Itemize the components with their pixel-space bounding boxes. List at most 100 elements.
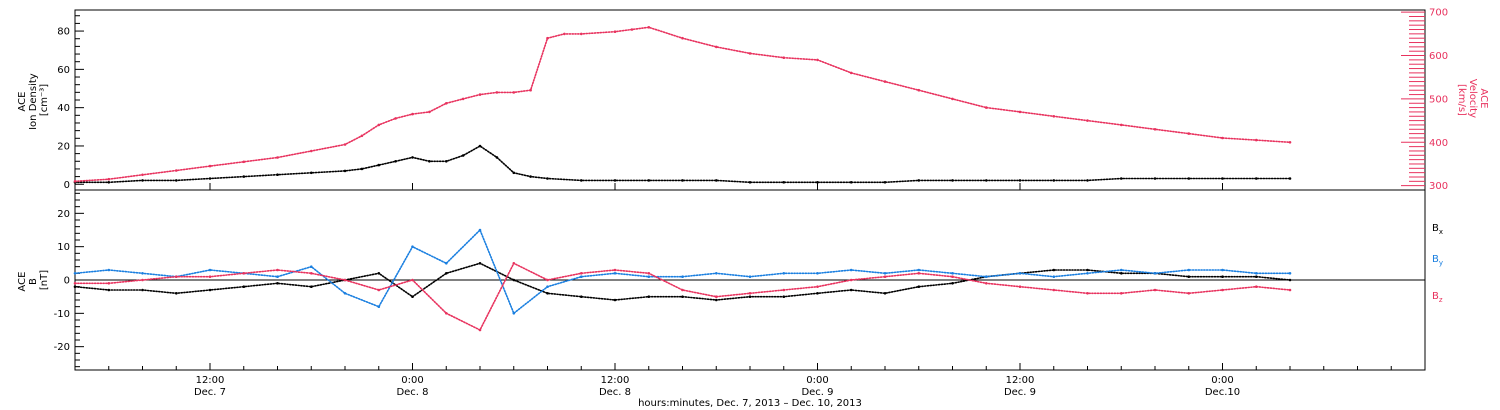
velocity-point <box>411 112 414 116</box>
by-point <box>681 275 684 279</box>
by-point <box>546 285 549 289</box>
velocity-point <box>394 117 397 120</box>
legend-bz-sub: z <box>1439 296 1443 304</box>
density-point <box>428 160 431 163</box>
velocity-point <box>816 58 819 62</box>
bx-point <box>580 295 583 299</box>
velocity-point <box>343 143 347 146</box>
bz-point <box>73 282 77 285</box>
by-point <box>951 272 954 275</box>
bx-point <box>512 278 516 282</box>
density-point <box>1153 177 1157 180</box>
legend-by-main: B <box>1432 254 1439 265</box>
bx-point <box>1120 272 1123 275</box>
velocity-point <box>1052 115 1056 118</box>
bz-point <box>310 272 313 275</box>
bx-point <box>647 295 651 299</box>
density-point <box>917 179 921 182</box>
bz-point <box>175 275 178 279</box>
date-tick-label: Dec. 9 <box>1004 387 1036 398</box>
bx-point <box>276 282 279 285</box>
bz-point <box>647 272 651 275</box>
velocity-point <box>782 56 786 59</box>
date-tick-label: Dec. 8 <box>599 387 631 398</box>
density-line <box>74 145 1291 184</box>
by-point <box>141 272 144 275</box>
time-tick-label: 12:00 <box>601 375 630 386</box>
field-axis-label-line-2: B <box>28 278 39 285</box>
density-point <box>310 171 313 175</box>
density-point <box>1221 177 1224 180</box>
by-point <box>377 305 381 309</box>
density-point <box>276 173 279 176</box>
velocity-point <box>360 134 364 138</box>
bz-point <box>141 278 144 282</box>
field-axis-label-line-1: ACE <box>17 272 28 292</box>
legend-by: By <box>1432 254 1443 267</box>
density-point <box>461 154 465 157</box>
bz-point <box>917 272 921 275</box>
bx-point <box>175 292 178 295</box>
by-point <box>107 268 111 272</box>
field-axis-label-line-3: [nT] <box>39 270 50 290</box>
field-axis-label: ACE B [nT] <box>17 268 50 291</box>
velocity-point <box>495 91 499 94</box>
velocity-axis-ticks: 300 400 500 600 700 <box>1401 8 1448 192</box>
by-point <box>1018 272 1022 275</box>
density-point <box>208 177 212 180</box>
density-point <box>1086 179 1089 182</box>
by-point <box>883 272 887 275</box>
field-tick-label: 0 <box>64 276 70 287</box>
bx-point <box>1052 268 1056 272</box>
velocity-tick-label: 400 <box>1429 138 1448 149</box>
density-point <box>782 181 786 184</box>
density-point <box>546 177 549 180</box>
velocity-tick-label: 300 <box>1429 181 1448 192</box>
bx-point <box>73 285 77 289</box>
velocity-axis-label: ACE Velocity [km/s] <box>1456 79 1489 121</box>
velocity-tick-label: 500 <box>1429 94 1448 105</box>
density-point <box>985 179 988 182</box>
velocity-point <box>917 88 921 92</box>
bx-point <box>445 272 448 275</box>
bz-point <box>782 288 786 292</box>
bx-point <box>681 295 684 299</box>
velocity-point <box>310 149 313 153</box>
density-point <box>394 160 397 163</box>
time-tick-label: 0:00 <box>401 375 423 386</box>
velocity-point <box>141 173 144 177</box>
bz-point <box>377 288 381 292</box>
density-point <box>1018 179 1022 182</box>
by-point <box>1153 272 1157 275</box>
density-point <box>445 160 448 163</box>
density-point <box>681 179 684 182</box>
by-point <box>478 228 482 232</box>
density-point <box>529 175 532 178</box>
bz-point <box>276 268 279 272</box>
density-axis-label-line-3: [cm⁻³] <box>39 84 50 116</box>
velocity-point <box>445 102 448 105</box>
bz-point <box>1288 288 1292 292</box>
velocity-point <box>849 71 853 75</box>
plasma-series <box>73 26 1292 184</box>
legend-bz-main: B <box>1432 291 1439 302</box>
velocity-point <box>1288 141 1292 144</box>
velocity-point <box>613 30 617 33</box>
density-tick-label: 40 <box>57 103 70 114</box>
density-point <box>343 169 347 173</box>
bz-point <box>1221 288 1224 292</box>
bz-point <box>1052 288 1056 292</box>
bz-point <box>107 282 111 285</box>
velocity-tick-label: 600 <box>1429 51 1448 62</box>
velocity-point <box>630 28 634 31</box>
bz-point <box>985 282 988 285</box>
by-point <box>985 275 988 279</box>
by-point <box>1288 272 1292 275</box>
bx-point <box>208 288 212 292</box>
density-point <box>411 156 414 159</box>
bz-point <box>242 272 246 275</box>
bx-point <box>411 295 414 299</box>
by-point <box>445 262 448 265</box>
bz-point <box>816 285 819 289</box>
